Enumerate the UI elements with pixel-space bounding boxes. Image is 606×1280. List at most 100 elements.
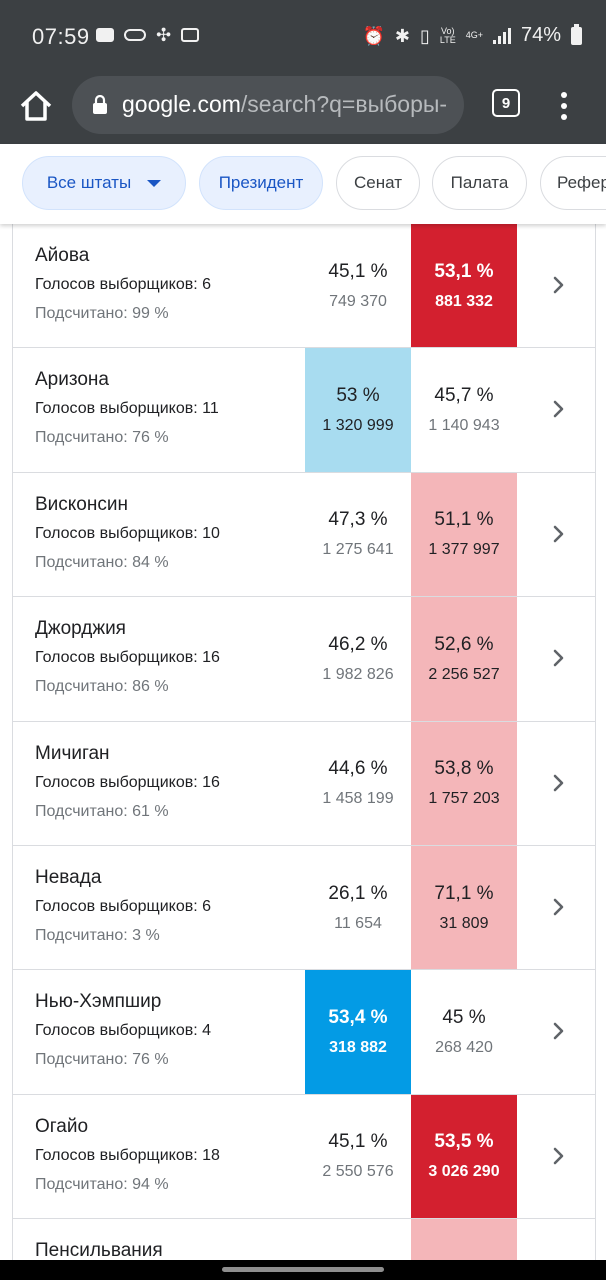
vote-count: 1 320 999	[322, 417, 394, 435]
vote-count: 749 370	[329, 292, 387, 310]
republican-result-cell: 53,1 % 881 332	[411, 224, 517, 348]
chip-referendum[interactable]: Рефер	[540, 156, 606, 210]
republican-result-cell: 53,5 % 3 026 290	[411, 1094, 517, 1219]
counted-percent: Подсчитано: 84 %	[35, 553, 169, 571]
chip-all-states[interactable]: Все штаты	[22, 156, 186, 210]
vote-count: 2 550 576	[322, 1163, 394, 1181]
vote-count: 11 654	[334, 914, 382, 932]
electoral-votes: Голосов выборщиков: 16	[35, 649, 220, 667]
vote-count: 1 757 203	[428, 790, 500, 808]
democrat-result-cell: 47,3 % 1 275 641	[305, 473, 411, 596]
democrat-result-cell	[305, 1219, 411, 1260]
fan-icon: ✣	[156, 25, 172, 45]
electoral-votes: Голосов выборщиков: 18	[35, 1146, 220, 1164]
system-icons: ⏰ ✱ ▯ Vo) LTE 4G+ 74%	[362, 23, 582, 47]
electoral-votes: Голосов выборщиков: 16	[35, 773, 220, 791]
republican-result-cell: 45,7 % 1 140 943	[411, 348, 517, 471]
state-row[interactable]: Пенсильвания	[13, 1219, 595, 1260]
democrat-result-cell: 53 % 1 320 999	[305, 348, 411, 472]
address-bar[interactable]: google.com/search?q=выборы-	[72, 76, 464, 134]
url-text: google.com/search?q=выборы-	[122, 91, 447, 118]
democrat-result-cell: 46,2 % 1 982 826	[305, 597, 411, 720]
counted-percent: Подсчитано: 76 %	[35, 1051, 169, 1069]
vote-percent: 46,2 %	[328, 633, 388, 655]
democrat-result-cell: 45,1 % 2 550 576	[305, 1095, 411, 1218]
counted-percent: Подсчитано: 86 %	[35, 678, 169, 696]
state-name: Нью-Хэмпшир	[35, 991, 162, 1013]
state-row[interactable]: Нью-Хэмпшир Голосов выборщиков: 4 Подсчита…	[13, 970, 595, 1095]
chip-president[interactable]: Президент	[199, 156, 323, 210]
vote-percent: 45,1 %	[328, 260, 388, 282]
vote-percent: 71,1 %	[434, 882, 494, 904]
chevron-right-icon[interactable]	[547, 274, 569, 296]
republican-result-cell: 53,8 % 1 757 203	[411, 721, 517, 845]
chip-house[interactable]: Палата	[432, 156, 527, 210]
volte-indicator: Vo) LTE	[439, 25, 456, 45]
youtube-icon	[96, 28, 114, 42]
state-row[interactable]: Огайо Голосов выборщиков: 18 Подсчитано: 9…	[13, 1094, 595, 1220]
vote-count: 1 377 997	[428, 541, 500, 559]
chip-senate[interactable]: Сенат	[336, 156, 420, 210]
vote-count: 1 275 641	[322, 541, 394, 559]
republican-result-cell: 52,6 % 2 256 527	[411, 597, 517, 721]
counted-percent: Подсчитано: 61 %	[35, 802, 169, 820]
counted-percent: Подсчитано: 99 %	[35, 305, 169, 322]
state-name: Невада	[35, 866, 102, 888]
democrat-result-cell: 45,1 % 749 370	[305, 224, 411, 347]
electoral-votes: Голосов выборщиков: 6	[35, 897, 212, 915]
browser-toolbar: google.com/search?q=выборы- 9	[0, 72, 606, 144]
vote-percent: 47,3 %	[328, 509, 388, 531]
republican-result-cell: 71,1 % 31 809	[411, 845, 517, 970]
vote-count: 31 809	[439, 914, 489, 932]
chevron-right-icon[interactable]	[547, 647, 569, 669]
state-name: Мичиган	[35, 742, 110, 764]
status-bar: 07:59 ✣ ⏰ ✱ ▯ Vo) LTE 4G+ 74%	[0, 0, 606, 72]
chip-label: Рефер	[557, 173, 606, 192]
republican-result-cell: 51,1 % 1 377 997	[411, 472, 517, 597]
vote-count: 1 140 943	[428, 417, 500, 435]
chip-label: Палата	[450, 173, 509, 192]
vote-percent: 53,8 %	[434, 758, 494, 780]
vote-percent: 53,1 %	[434, 260, 494, 282]
home-gesture-handle[interactable]	[222, 1267, 384, 1272]
chevron-right-icon[interactable]	[547, 1145, 569, 1167]
vote-count: 881 332	[435, 292, 493, 310]
signal-icon	[492, 27, 511, 44]
gallery-icon	[181, 28, 200, 42]
state-row[interactable]: Джорджия Голосов выборщиков: 16 Подсчитано…	[13, 597, 595, 722]
chevron-right-icon[interactable]	[547, 398, 569, 420]
home-icon[interactable]	[18, 88, 54, 124]
battery-saver-icon: ▯	[419, 25, 430, 46]
state-name: Огайо	[35, 1115, 89, 1137]
state-row[interactable]: Аризона Голосов выборщиков: 11 Подсчитано:…	[13, 348, 595, 473]
vote-percent: 53,5 %	[434, 1131, 494, 1153]
vote-percent: 45,7 %	[434, 385, 494, 407]
state-name: Аризона	[35, 369, 109, 391]
chevron-right-icon[interactable]	[547, 772, 569, 794]
tab-count: 9	[501, 94, 511, 112]
vote-count: 268 420	[435, 1039, 493, 1057]
navigation-bar	[0, 1260, 606, 1280]
chevron-right-icon[interactable]	[547, 896, 569, 918]
vote-count: 1 458 199	[322, 790, 394, 808]
overflow-menu-icon[interactable]	[554, 88, 574, 124]
electoral-votes: Голосов выборщиков: 4	[35, 1022, 212, 1040]
chip-label: Сенат	[354, 173, 402, 192]
vote-count: 2 256 527	[428, 665, 500, 683]
state-row[interactable]: Мичиган Голосов выборщиков: 16 Подсчитано:…	[13, 721, 595, 846]
vote-percent: 44,6 %	[328, 758, 388, 780]
state-name: Висконсин	[35, 493, 128, 515]
vote-percent: 45,1 %	[328, 1131, 388, 1153]
state-row[interactable]: Висконсин Голосов выборщиков: 10 Подсчитан…	[13, 472, 595, 598]
republican-result-cell: 45 % 268 420	[411, 970, 517, 1093]
chevron-right-icon[interactable]	[547, 523, 569, 545]
counted-percent: Подсчитано: 76 %	[35, 429, 169, 447]
electoral-votes: Голосов выборщиков: 10	[35, 524, 220, 542]
vote-percent: 45 %	[442, 1007, 486, 1029]
republican-result-cell	[411, 1219, 517, 1260]
notification-icons: ✣	[96, 25, 200, 45]
state-row[interactable]: Айова Голосов выборщиков: 6 Подсчитано: 99…	[13, 224, 595, 349]
chevron-right-icon[interactable]	[547, 1020, 569, 1042]
tab-switcher-button[interactable]: 9	[492, 89, 520, 117]
state-row[interactable]: Невада Голосов выборщиков: 6 Подсчитано: 3…	[13, 845, 595, 971]
